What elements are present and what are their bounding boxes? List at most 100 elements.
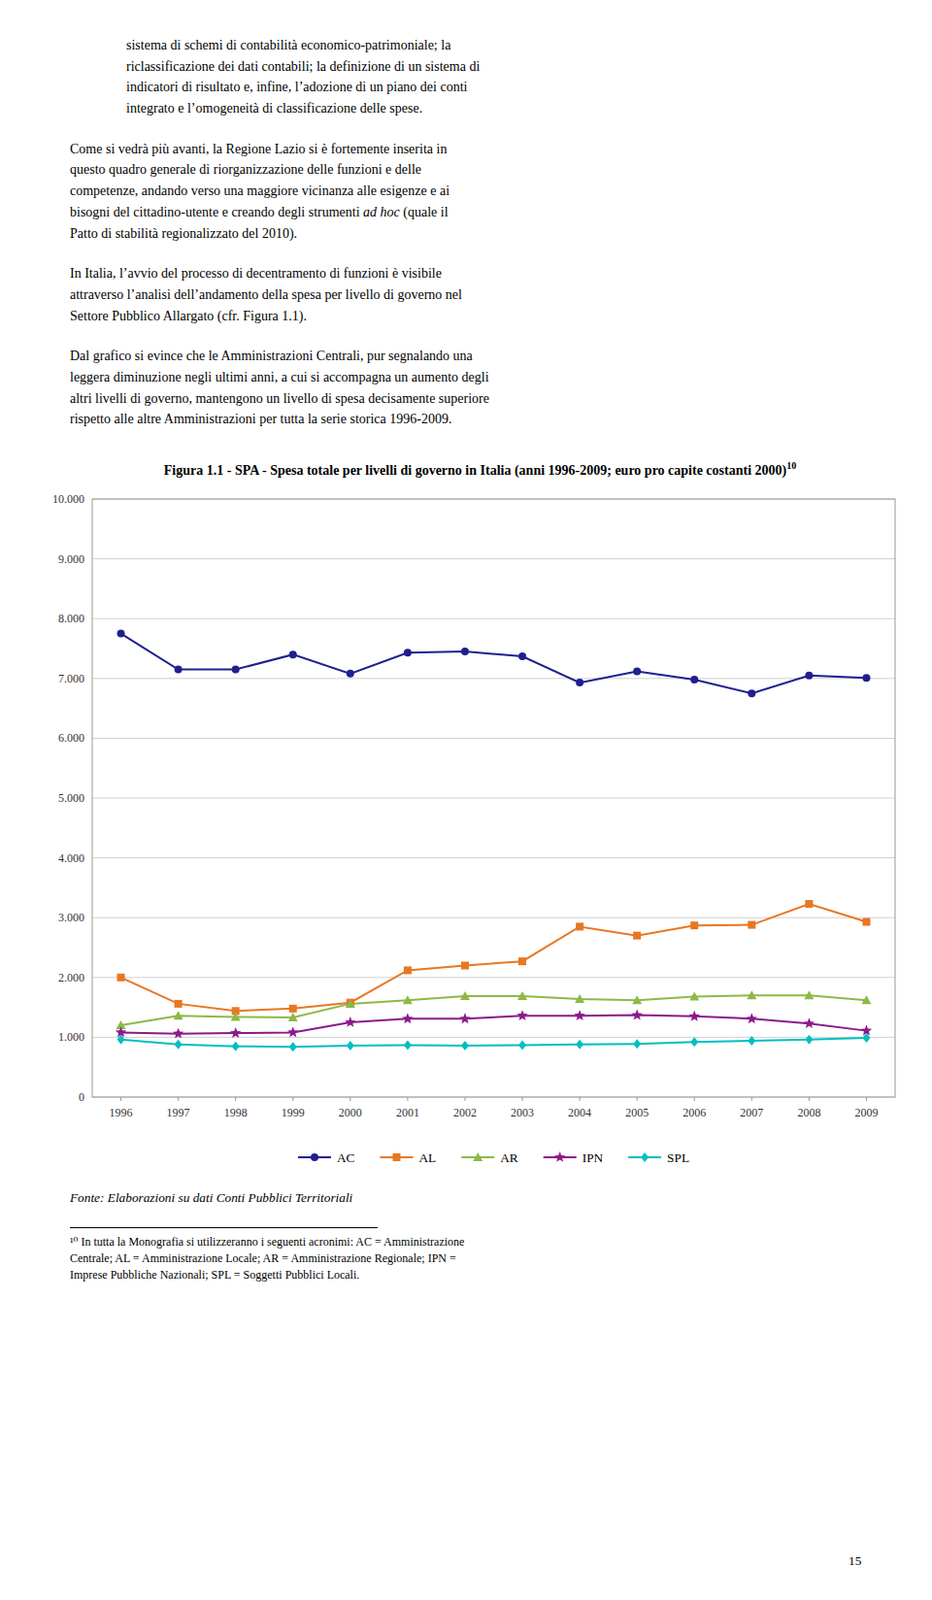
data-point — [459, 1013, 470, 1025]
legend-marker — [472, 1152, 483, 1162]
x-tick — [751, 1097, 753, 1101]
legend-item: AL — [380, 1150, 437, 1165]
y-tick-label: 4.000 — [58, 851, 85, 866]
x-tick — [865, 1097, 867, 1101]
data-point — [346, 669, 355, 678]
legend-item: SPL — [628, 1150, 690, 1165]
grid-line — [92, 678, 896, 680]
x-tick-label: 2009 — [854, 1105, 878, 1120]
legend-item: AR — [461, 1150, 519, 1165]
y-tick-label: 5.000 — [58, 791, 85, 805]
data-point — [460, 991, 470, 1000]
x-tick — [694, 1097, 696, 1101]
data-point — [689, 992, 699, 1001]
data-point — [117, 1034, 126, 1045]
data-point — [402, 995, 413, 1004]
data-point — [518, 1040, 527, 1051]
x-tick — [579, 1097, 581, 1101]
data-point — [516, 1009, 528, 1021]
page-number: 15 — [848, 1553, 862, 1569]
data-point — [346, 1040, 355, 1051]
title-note-mark: 10 — [786, 460, 797, 471]
data-point — [403, 1040, 412, 1051]
data-point — [345, 998, 356, 1008]
grid-line — [92, 1036, 896, 1038]
grid-line — [92, 977, 896, 979]
data-point — [804, 1034, 813, 1045]
legend-label: AR — [499, 1150, 519, 1165]
paragraph-text: sistema di schemi di contabilità economi… — [126, 37, 480, 116]
legend-label: AL — [419, 1150, 437, 1165]
data-point — [573, 1009, 585, 1021]
paragraph: In Italia, l’avvio del processo di decen… — [69, 263, 891, 327]
data-point — [862, 673, 870, 682]
x-tick — [292, 1097, 294, 1101]
data-point — [517, 991, 528, 1000]
data-point — [174, 665, 183, 674]
data-point — [575, 923, 584, 932]
series-line — [121, 996, 867, 1027]
plot-area — [115, 630, 872, 1053]
data-point — [174, 999, 183, 1008]
y-tick-label: 7.000 — [58, 671, 85, 686]
data-point — [690, 1037, 699, 1048]
x-tick — [406, 1097, 408, 1101]
y-tick-label: 0 — [78, 1090, 85, 1104]
source-note: Fonte: Elaborazioni su dati Conti Pubbli… — [69, 1190, 891, 1206]
data-point — [746, 991, 757, 1000]
legend-item: IPN — [543, 1150, 604, 1165]
data-point — [804, 899, 813, 908]
data-point — [632, 1038, 641, 1049]
paragraph: Dal grafico si evince che le Amministraz… — [69, 345, 891, 431]
x-tick — [349, 1097, 351, 1101]
legend-item: AC — [298, 1150, 356, 1165]
data-point — [803, 991, 814, 1000]
x-tick-label: 2006 — [682, 1105, 706, 1120]
x-tick-label: 1997 — [166, 1105, 191, 1120]
data-point — [632, 995, 642, 1004]
paragraph: Come si vedrà più avanti, la Regione Laz… — [69, 138, 891, 244]
x-tick-label: 1996 — [109, 1105, 134, 1120]
paragraph: sistema di schemi di contabilità economi… — [126, 34, 891, 120]
grid-line — [92, 737, 896, 739]
x-tick — [636, 1097, 638, 1101]
x-tick-label: 2003 — [510, 1105, 534, 1120]
footnote: ¹⁰ In tutta la Monografia si utilizzeran… — [69, 1233, 891, 1283]
data-point — [288, 1012, 299, 1022]
data-point — [746, 1013, 758, 1025]
data-point — [518, 652, 527, 661]
y-tick-label: 3.000 — [58, 910, 85, 925]
x-tick-label: 1998 — [224, 1105, 248, 1120]
data-point — [632, 932, 641, 940]
data-point — [862, 1032, 870, 1043]
legend-marker — [640, 1152, 649, 1163]
paragraph-text: Dal grafico si evince che le Amministraz… — [69, 348, 490, 427]
data-point — [231, 1012, 241, 1022]
data-point — [172, 1028, 184, 1039]
data-point — [461, 962, 469, 970]
data-point — [289, 1004, 298, 1013]
grid-line — [92, 618, 896, 620]
data-point — [747, 689, 756, 698]
x-tick-label: 2000 — [338, 1105, 363, 1120]
data-point — [403, 966, 412, 975]
data-point — [632, 667, 641, 676]
series-line — [121, 633, 867, 695]
x-tick — [177, 1097, 179, 1101]
chart-title-block: Figura 1.1 - SPA - Spesa totale per live… — [160, 459, 801, 480]
grid-line — [92, 558, 896, 560]
data-point — [289, 650, 298, 659]
x-tick-label: 2007 — [739, 1105, 764, 1120]
legend-marker — [393, 1153, 401, 1162]
y-tick-label: 8.000 — [58, 611, 85, 626]
data-point — [117, 630, 126, 638]
data-point — [232, 665, 240, 674]
y-tick-label: 2.000 — [58, 970, 85, 985]
data-point — [804, 671, 813, 680]
data-point — [803, 1017, 815, 1029]
data-point — [230, 1027, 241, 1038]
data-point — [232, 1041, 240, 1052]
data-point — [862, 918, 870, 927]
legend-marker — [310, 1153, 319, 1162]
x-tick-label: 2008 — [797, 1105, 821, 1120]
